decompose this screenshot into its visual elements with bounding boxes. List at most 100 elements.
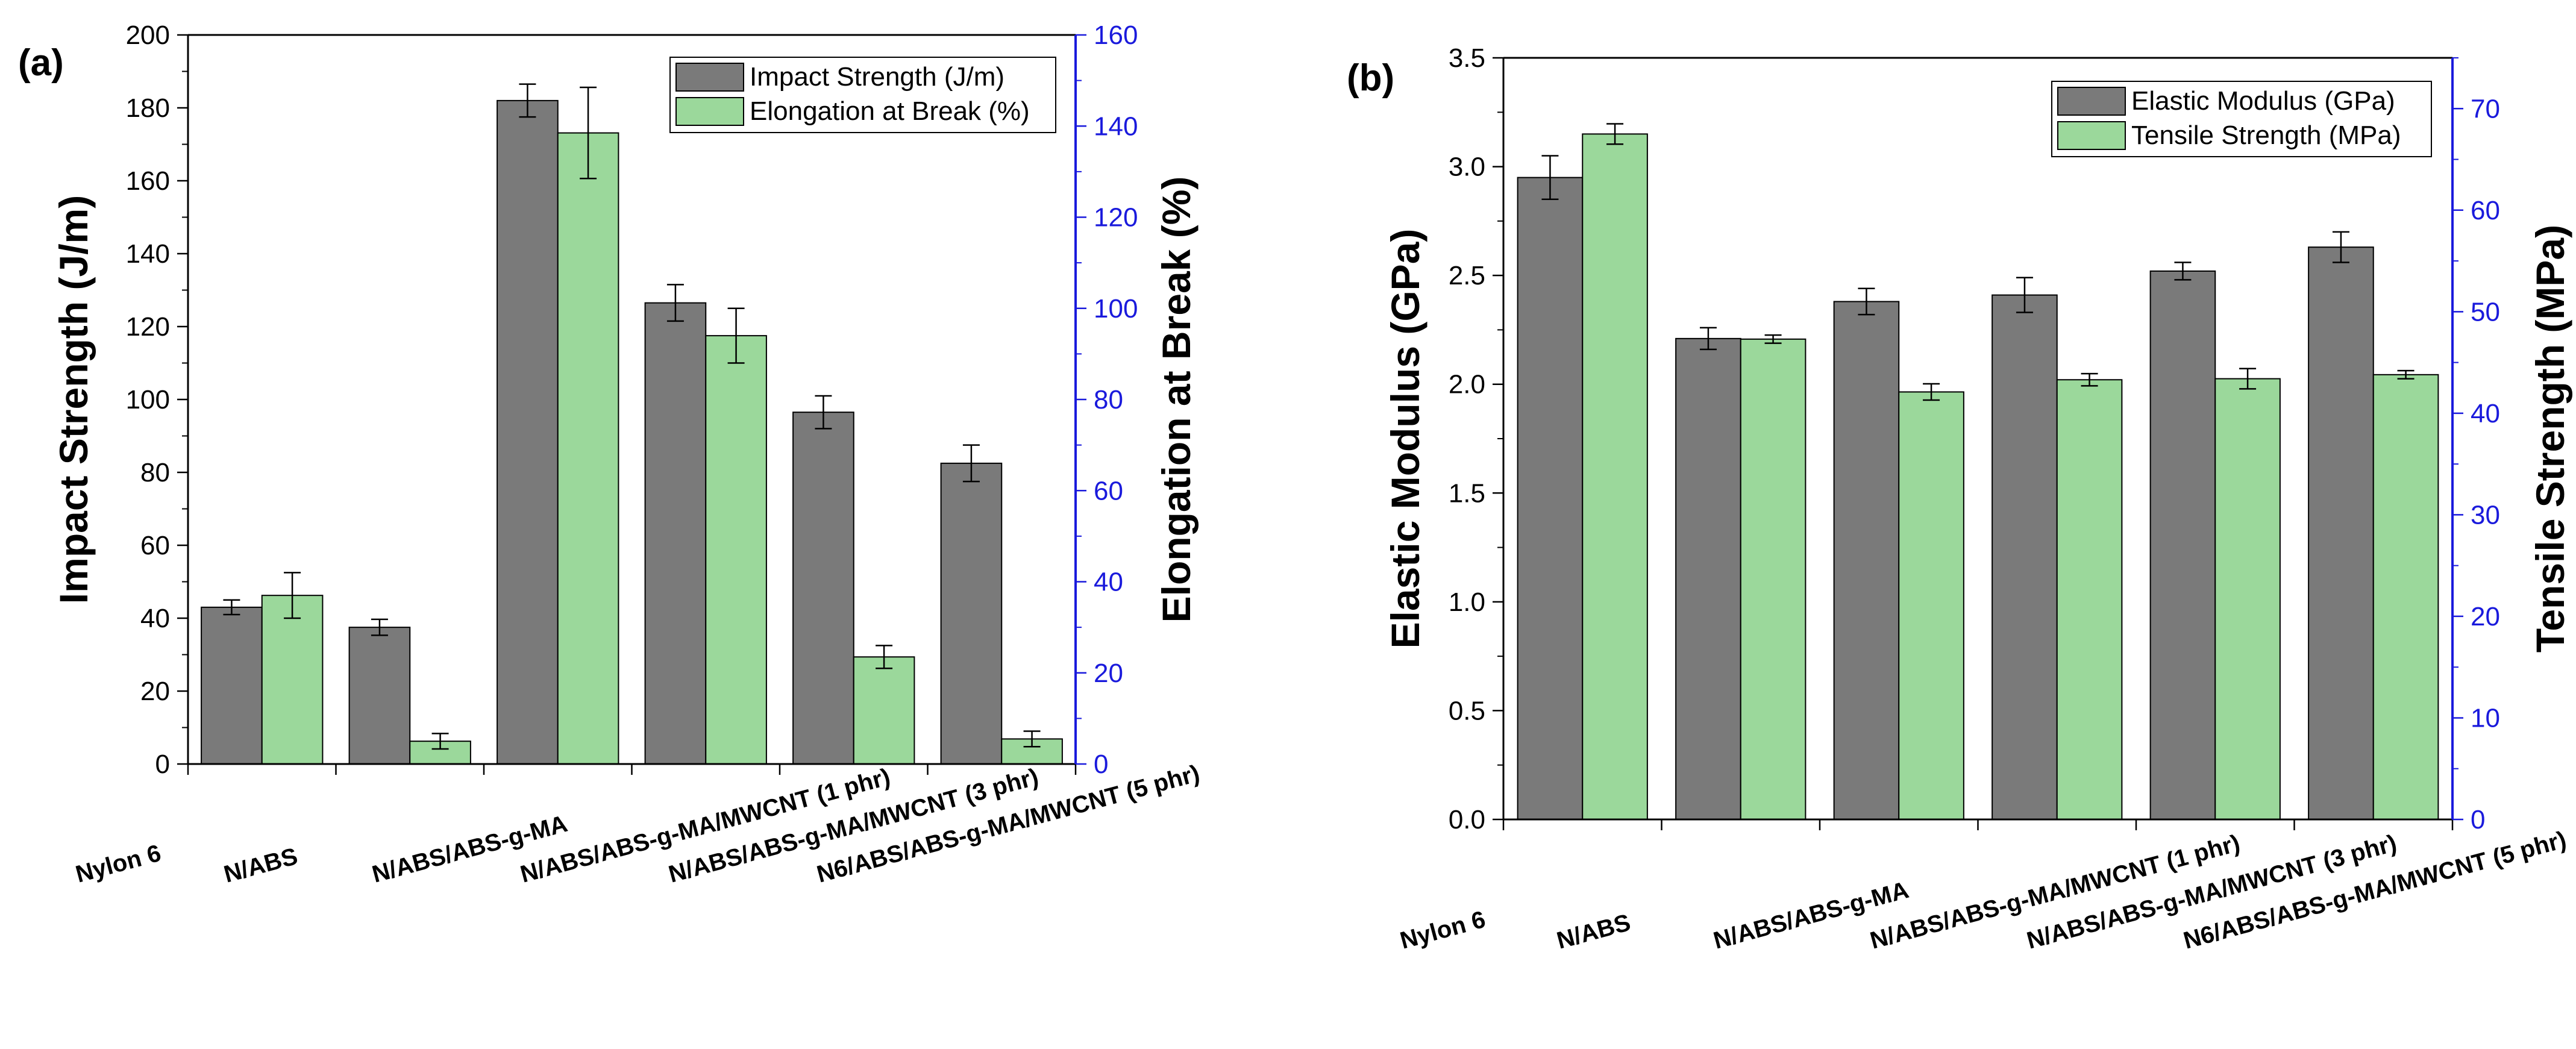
- legend-entry: Elastic Modulus (GPa): [2131, 86, 2395, 116]
- y2-tick-label: 120: [1094, 203, 1138, 233]
- y-tick-label: 3.0: [1449, 152, 1485, 182]
- y-tick-label: 0.0: [1449, 805, 1485, 835]
- y-tick-label: 1.0: [1449, 587, 1485, 617]
- bar-series2-3: [705, 335, 767, 765]
- error-bar-series1-3: [2016, 277, 2033, 313]
- y-tick-label: 100: [126, 385, 170, 415]
- y-tick-label: 160: [126, 166, 170, 196]
- y2-tick-label: 20: [2471, 602, 2500, 631]
- y-tick-label: 200: [126, 20, 170, 50]
- bar-series2-0: [1582, 133, 1648, 820]
- error-bar-series2-4: [876, 645, 893, 669]
- legend-entry: Impact Strength (J/m): [750, 62, 1004, 92]
- bar-series2-5: [2372, 374, 2439, 820]
- bar-series2-3: [2056, 379, 2123, 820]
- error-bar-series2-1: [431, 733, 449, 750]
- error-bar-series1-3: [666, 284, 684, 322]
- legend: Elastic Modulus (GPa) Tensile Strength (M…: [2051, 81, 2432, 157]
- bar-series1-1: [1675, 337, 1741, 820]
- bar-series1-2: [497, 99, 559, 765]
- y2-tick-label: 0: [2471, 805, 2485, 835]
- y-tick-label: 80: [140, 458, 170, 487]
- error-bar-series2-5: [1023, 730, 1041, 748]
- error-bar-series1-5: [962, 444, 980, 483]
- panel-label: (b): [1347, 57, 1394, 99]
- legend-swatch-series2: [675, 97, 744, 126]
- bar-series2-2: [1898, 391, 1964, 820]
- error-bar-series2-0: [1606, 123, 1624, 145]
- y-tick-label: 40: [140, 604, 170, 633]
- bar-series1-5: [940, 462, 1003, 765]
- category-label: N/ABS: [1554, 909, 1634, 954]
- error-bar-series2-1: [1764, 334, 1782, 344]
- y-tick-label: 1.5: [1449, 478, 1485, 508]
- bar-series1-4: [2149, 270, 2216, 821]
- y2-tick-label: 160: [1094, 20, 1138, 50]
- bar-series1-3: [644, 302, 707, 765]
- y-tick-label: 2.5: [1449, 261, 1485, 290]
- error-bar-series2-2: [1923, 383, 1940, 401]
- bar-series2-5: [1001, 738, 1063, 765]
- error-bar-series1-5: [2332, 231, 2349, 263]
- bar-series1-0: [201, 606, 263, 765]
- error-bar-series1-0: [1541, 155, 1559, 200]
- error-bar-series2-2: [580, 86, 597, 180]
- bar-series2-4: [2214, 378, 2281, 820]
- y2-tick-label: 140: [1094, 111, 1138, 141]
- y2-tick-label: 60: [2471, 196, 2500, 225]
- y2-tick-label: 0: [1094, 750, 1108, 779]
- y2-tick-label: 30: [2471, 500, 2500, 530]
- y-tick-label: 60: [140, 531, 170, 560]
- error-bar-series2-5: [2397, 369, 2415, 380]
- error-bar-series1-1: [371, 618, 388, 636]
- error-bar-series1-1: [1699, 327, 1717, 351]
- y2-tick-label: 40: [2471, 399, 2500, 428]
- bar-series1-4: [792, 412, 854, 765]
- y2-tick-label: 70: [2471, 94, 2500, 124]
- y-tick-label: 0: [155, 750, 170, 779]
- y-tick-label: 120: [126, 312, 170, 342]
- category-label: Nylon 6: [1397, 906, 1488, 954]
- legend-swatch-series2: [2057, 121, 2126, 150]
- error-bar-series1-0: [223, 599, 240, 616]
- bar-series1-2: [1833, 301, 1900, 821]
- bar-series1-3: [1992, 294, 2058, 821]
- error-bar-series2-3: [2081, 372, 2098, 387]
- bar-series2-2: [557, 132, 619, 765]
- error-bar-series1-2: [1858, 287, 1875, 316]
- error-bar-series1-4: [2174, 261, 2192, 281]
- legend: Impact Strength (J/m) Elongation at Break…: [669, 57, 1056, 133]
- error-bar-series2-3: [727, 307, 745, 364]
- legend-entry: Tensile Strength (MPa): [2131, 121, 2401, 150]
- y2-axis-title: Tensile Strength (MPa): [2528, 225, 2572, 653]
- y-tick-label: 0.5: [1449, 696, 1485, 725]
- panel-a-chart: (a) 0 20 40 60 80 100 120 140 160 180 200 0 20 40 60 80 1…: [18, 20, 1202, 888]
- y-tick-label: 180: [126, 93, 170, 123]
- legend-entry: Elongation at Break (%): [750, 96, 1030, 126]
- bar-series1-1: [348, 627, 411, 765]
- y2-tick-label: 50: [2471, 297, 2500, 327]
- error-bar-series1-2: [519, 83, 536, 118]
- error-bar-series2-0: [284, 572, 301, 619]
- error-bar-series2-4: [2239, 368, 2257, 390]
- y-tick-label: 2.0: [1449, 370, 1485, 399]
- bar-series2-4: [853, 656, 915, 765]
- bar-series1-5: [2308, 246, 2374, 820]
- y2-tick-label: 20: [1094, 659, 1123, 688]
- panel-label: (a): [18, 42, 64, 84]
- error-bar-series1-4: [815, 395, 832, 430]
- y-axis-title: Elastic Modulus (GPa): [1383, 229, 1427, 649]
- y2-tick-label: 100: [1094, 294, 1138, 324]
- y-axis-title: Impact Strength (J/m): [51, 195, 96, 604]
- legend-swatch-series1: [2057, 87, 2126, 116]
- y2-axis-title: Elongation at Break (%): [1154, 177, 1199, 623]
- category-label: N/ABS: [221, 843, 301, 888]
- y2-tick-label: 40: [1094, 568, 1123, 597]
- y-tick-label: 3.5: [1449, 43, 1485, 73]
- legend-swatch-series1: [675, 63, 744, 92]
- y2-tick-label: 80: [1094, 385, 1123, 415]
- bar-series2-0: [261, 595, 324, 765]
- panel-b-chart: (b) 0.0 0.5 1.0 1.5 2.0 2.5 3.0 3.5 0 10 20 30 40 50 60…: [1347, 43, 2572, 954]
- bar-series1-0: [1517, 177, 1584, 821]
